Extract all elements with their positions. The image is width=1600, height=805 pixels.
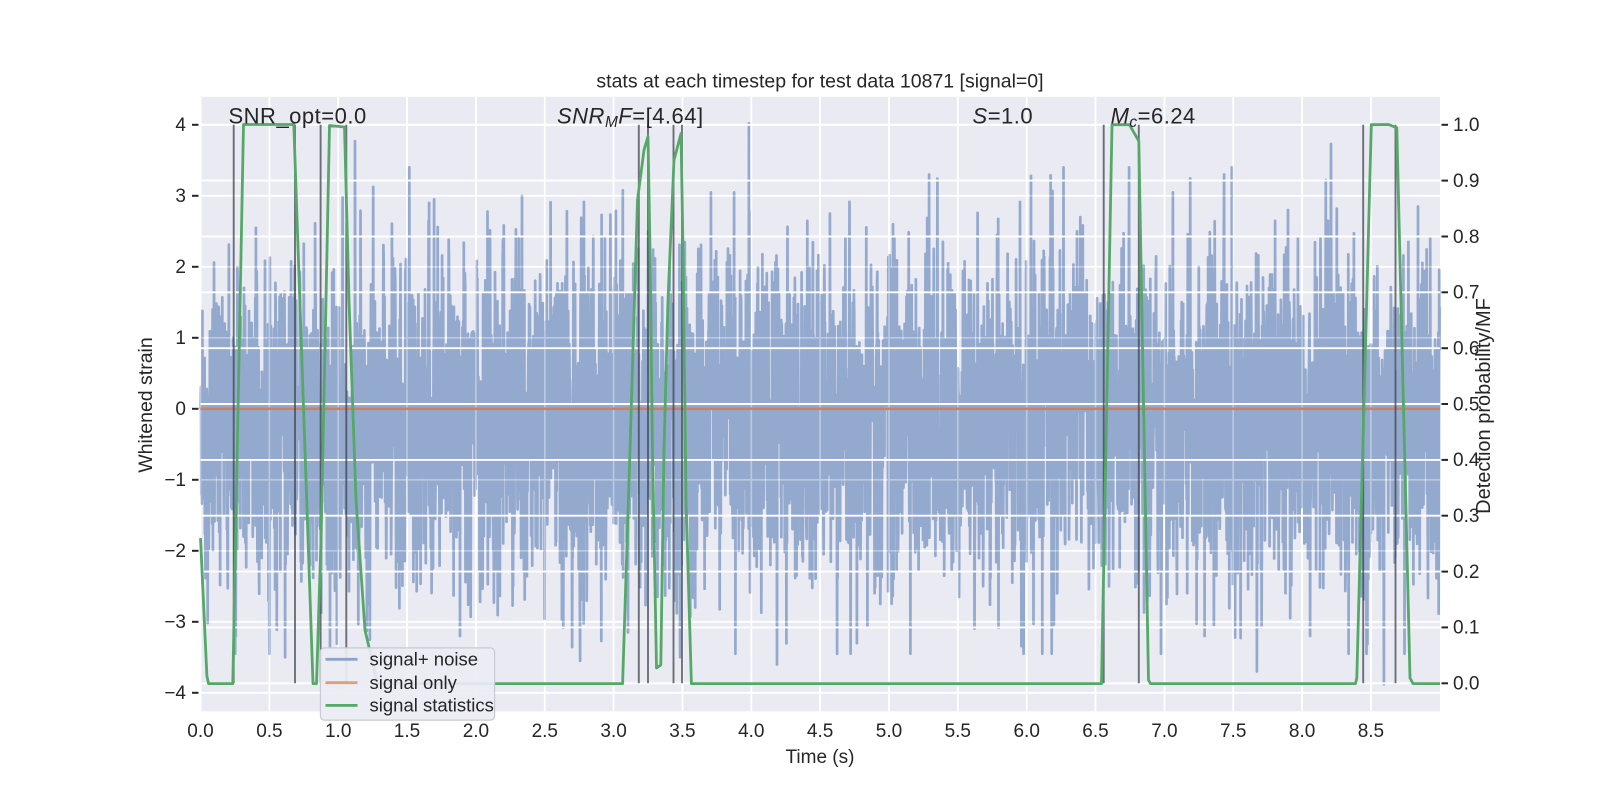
svg-text:Mc=6.24: Mc=6.24 <box>1111 104 1196 131</box>
svg-text:8.5: 8.5 <box>1358 721 1384 742</box>
svg-text:−3: −3 <box>164 612 186 633</box>
svg-text:2: 2 <box>175 257 186 278</box>
svg-text:Detection probability/MF: Detection probability/MF <box>1473 298 1495 514</box>
svg-text:0.4: 0.4 <box>1453 450 1480 471</box>
svg-text:7.5: 7.5 <box>1220 721 1246 742</box>
svg-text:0.0: 0.0 <box>1453 674 1479 695</box>
svg-text:0: 0 <box>175 399 186 420</box>
svg-text:0.8: 0.8 <box>1453 227 1479 248</box>
svg-text:1.0: 1.0 <box>325 721 351 742</box>
svg-text:0.3: 0.3 <box>1453 506 1479 527</box>
svg-text:4.0: 4.0 <box>738 721 764 742</box>
svg-text:3: 3 <box>175 186 186 207</box>
svg-text:0.5: 0.5 <box>256 721 282 742</box>
svg-text:1.0: 1.0 <box>1453 115 1479 136</box>
svg-text:stats at each timestep for tes: stats at each timestep for test data 108… <box>596 71 1043 93</box>
svg-text:2.5: 2.5 <box>532 721 558 742</box>
svg-text:5.5: 5.5 <box>945 721 971 742</box>
svg-text:0.0: 0.0 <box>187 721 213 742</box>
svg-text:6.5: 6.5 <box>1082 721 1108 742</box>
svg-text:signal statistics: signal statistics <box>370 695 494 716</box>
svg-text:0.5: 0.5 <box>1453 394 1479 415</box>
svg-text:SNR_opt=0.0: SNR_opt=0.0 <box>229 104 367 129</box>
svg-text:S=1.0: S=1.0 <box>973 104 1034 129</box>
svg-text:3.5: 3.5 <box>669 721 695 742</box>
svg-text:0.2: 0.2 <box>1453 562 1479 583</box>
svg-text:0.1: 0.1 <box>1453 618 1479 639</box>
svg-text:Time (s): Time (s) <box>786 747 855 768</box>
svg-text:SNRMF=[4.64]: SNRMF=[4.64] <box>557 104 704 131</box>
svg-text:3.0: 3.0 <box>600 721 626 742</box>
svg-text:Whitened strain: Whitened strain <box>135 337 157 472</box>
svg-text:8.0: 8.0 <box>1289 721 1315 742</box>
svg-text:4: 4 <box>175 115 186 136</box>
svg-text:−4: −4 <box>164 683 186 704</box>
svg-text:−2: −2 <box>164 541 186 562</box>
svg-text:0.9: 0.9 <box>1453 171 1479 192</box>
svg-text:2.0: 2.0 <box>463 721 489 742</box>
svg-text:4.5: 4.5 <box>807 721 833 742</box>
svg-text:6.0: 6.0 <box>1013 721 1039 742</box>
svg-text:signal+ noise: signal+ noise <box>370 649 479 670</box>
svg-text:7.0: 7.0 <box>1151 721 1177 742</box>
svg-text:1.5: 1.5 <box>394 721 420 742</box>
svg-text:0.6: 0.6 <box>1453 339 1479 360</box>
svg-text:0.7: 0.7 <box>1453 283 1479 304</box>
svg-text:5.0: 5.0 <box>876 721 902 742</box>
svg-text:−1: −1 <box>164 470 186 491</box>
svg-text:signal only: signal only <box>370 672 458 693</box>
svg-text:1: 1 <box>175 328 186 349</box>
